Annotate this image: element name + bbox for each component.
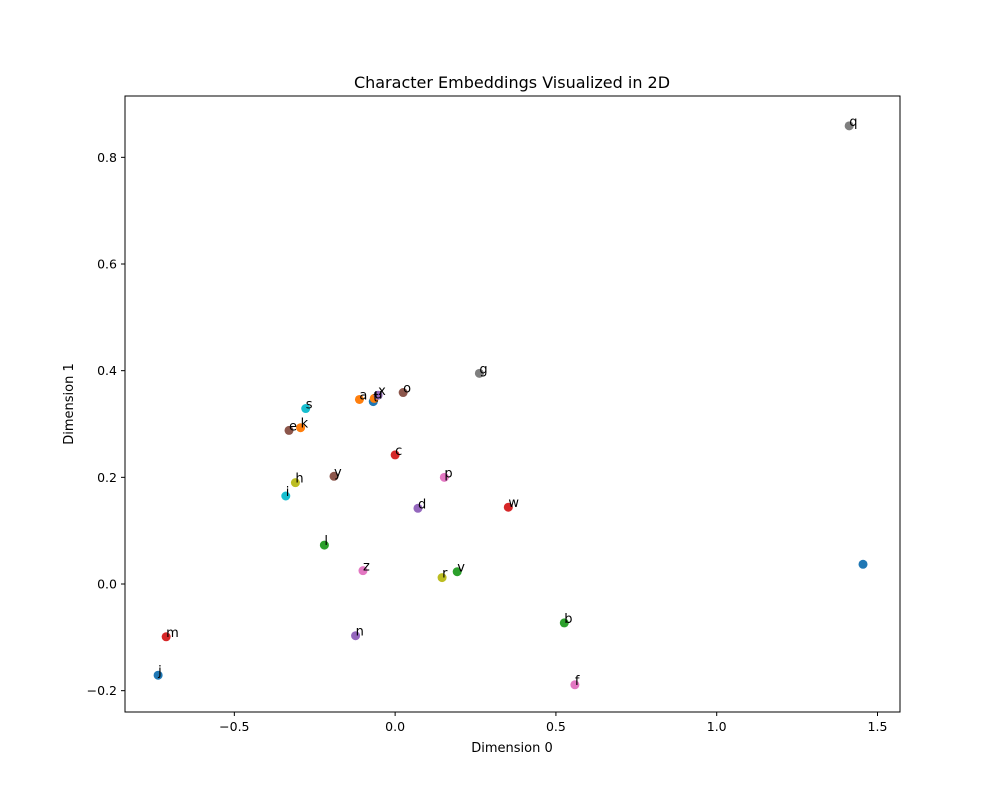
point-label: l — [324, 534, 328, 549]
data-point — [153, 670, 163, 680]
axes-frame — [124, 95, 901, 713]
point-label: u — [374, 387, 382, 402]
point-label: w — [508, 496, 519, 511]
point-label: a — [359, 388, 367, 403]
point-label: x — [378, 384, 386, 399]
x-axis-label: Dimension 0 — [471, 741, 553, 756]
point-label: c — [395, 444, 402, 459]
data-point — [319, 540, 329, 550]
y-tick-label: 0.2 — [97, 470, 117, 485]
point-label: b — [564, 612, 572, 627]
y-tick-label: 0.6 — [97, 257, 117, 272]
point-label: f — [575, 674, 580, 689]
y-tick-label: −0.2 — [87, 683, 117, 698]
y-tick-label: 0.8 — [97, 150, 117, 165]
point-label: g — [479, 362, 487, 377]
data-point — [844, 121, 854, 131]
data-point — [351, 631, 361, 641]
data-point — [439, 472, 449, 482]
data-point — [281, 491, 291, 501]
point-label: n — [356, 625, 364, 640]
x-tick-label: 0.5 — [546, 719, 566, 734]
x-tick-label: 1.0 — [707, 719, 727, 734]
point-label: z — [363, 560, 370, 575]
data-point — [290, 478, 300, 488]
data-point — [452, 567, 462, 577]
point-label: m — [166, 626, 179, 641]
data-point — [284, 425, 294, 435]
data-point — [390, 450, 400, 460]
data-point — [296, 423, 306, 433]
point-label: o — [403, 382, 411, 397]
point-label: v — [457, 561, 465, 576]
data-point — [413, 503, 423, 513]
data-point — [858, 559, 868, 569]
point-label: e — [289, 419, 297, 434]
point-label: j — [157, 664, 162, 679]
point-label: i — [286, 485, 290, 500]
data-point — [373, 390, 383, 400]
point-label: p — [444, 466, 452, 481]
x-tick-label: −0.5 — [219, 719, 249, 734]
data-point — [474, 368, 484, 378]
data-point — [437, 573, 447, 583]
data-point — [354, 394, 364, 404]
x-tick-label: 0.0 — [385, 719, 405, 734]
chart-title: Character Embeddings Visualized in 2D — [354, 73, 670, 92]
data-point — [570, 680, 580, 690]
data-point — [329, 471, 339, 481]
data-point — [301, 404, 311, 414]
point-label: q — [849, 115, 857, 130]
y-tick-label: 0.4 — [97, 363, 117, 378]
y-tick-label: 0.0 — [97, 577, 117, 592]
data-point — [358, 566, 368, 576]
data-point — [503, 502, 513, 512]
plot-area: −0.5 0.0 0.5 1.0 1.5 −0.2 0.0 0.2 0.4 0.6 0.8 a b c d e… — [87, 115, 888, 734]
point-label: y — [334, 465, 342, 480]
point-label: k — [301, 417, 309, 432]
point-label: r — [442, 567, 448, 582]
point-label: t — [373, 391, 378, 406]
x-tick-label: 1.5 — [868, 719, 888, 734]
data-point — [559, 618, 569, 628]
data-point — [161, 632, 171, 642]
point-label: s — [306, 398, 313, 413]
data-point — [398, 388, 408, 398]
y-axis-label: Dimension 1 — [62, 363, 77, 445]
point-label: h — [295, 472, 303, 487]
point-label: d — [418, 497, 426, 512]
